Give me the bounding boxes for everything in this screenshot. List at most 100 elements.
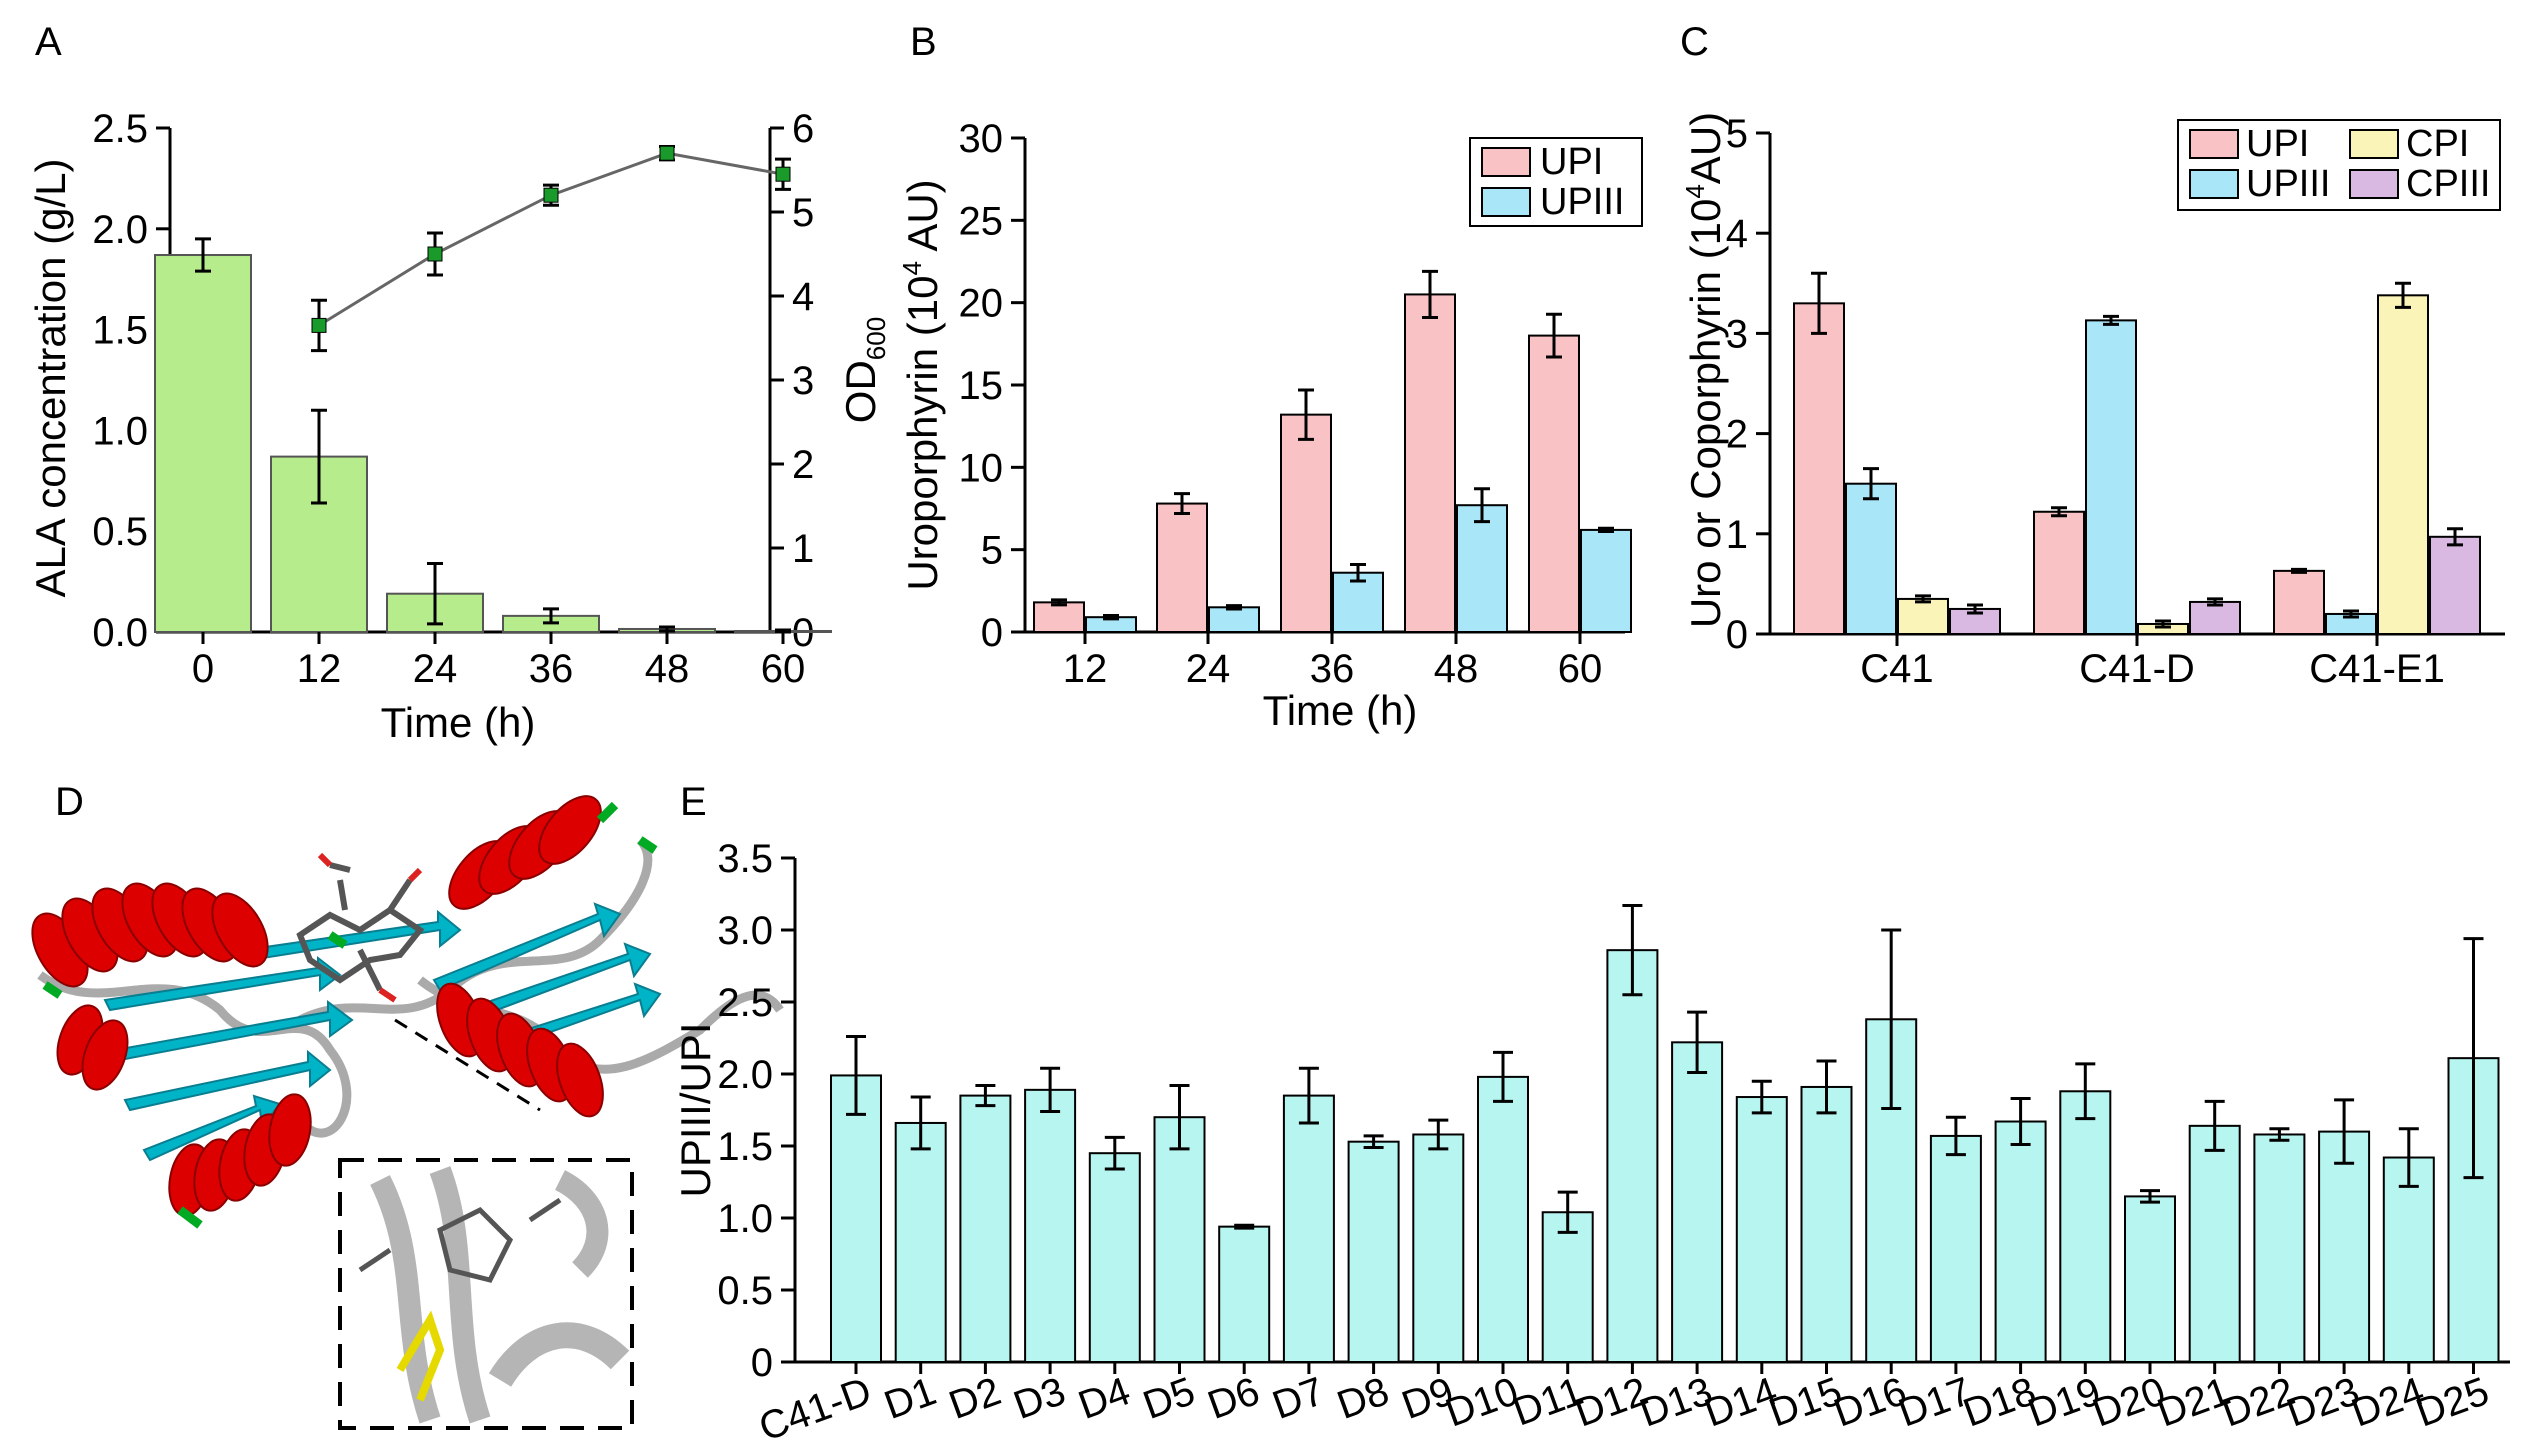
chart-e-bar-error (1428, 1118, 1449, 1151)
legend-b-upiii-swatch (1481, 187, 1531, 217)
chart-e-bar (1218, 1225, 1271, 1364)
chart-b-bar-upi (1156, 502, 1208, 633)
chart-b-bar-upiii (1580, 528, 1632, 634)
chart-e-bar-error (1557, 1190, 1578, 1234)
chart-a-x-tick-label: 48 (645, 647, 690, 691)
chart-b-xlabel: Time (h) (1263, 687, 1418, 734)
chart-c-bar-error (1811, 271, 1827, 335)
chart-a-od-point (775, 166, 791, 182)
chart-e-bar (894, 1121, 947, 1363)
chart-e-bar-error (2140, 1189, 2160, 1204)
chart-e-bar-error (1945, 1115, 1966, 1157)
chart-c-x-tick-label: C41-E1 (2309, 647, 2445, 691)
chart-a-ylabel: ALA concentration (g/L) (27, 159, 74, 598)
chart-e-y-tick-label: 1.5 (717, 1125, 773, 1169)
chart-e-bar-error (975, 1084, 996, 1108)
chart-b-x-tick-label: 24 (1186, 647, 1231, 691)
chart-b-y-tick-label: 10 (959, 446, 1004, 490)
chart-a-y-right-tick-label: 3 (792, 359, 814, 403)
chart-e-bar (1282, 1094, 1335, 1363)
chart-e-ylabel: UPIII/UPI (672, 1022, 719, 1197)
chart-e-bar (2124, 1195, 2176, 1364)
chart-e-y-tick-label: 2.0 (717, 1053, 773, 1097)
chart-a-x-tick-label: 0 (192, 647, 214, 691)
chart-c-legend: UPI UPIII CPI CPIII (2177, 119, 2501, 211)
chart-b-y-tick-label: 30 (959, 117, 1004, 161)
chart-e-bar (1541, 1211, 1594, 1363)
chart-e-bar-error (2334, 1098, 2355, 1165)
chart-c-bar-error (2155, 619, 2171, 629)
chart-e-bar-error (2463, 937, 2484, 1180)
chart-a-od-point (659, 145, 675, 161)
legend-c-upi-swatch (2189, 129, 2239, 159)
chart-a-bar-error (427, 561, 443, 626)
chart-c-y-tick-label: 1 (1726, 513, 1748, 557)
chart-e-bar (2253, 1133, 2306, 1363)
chart-b-bar-error (1226, 604, 1242, 611)
chart-e-bar (830, 1074, 882, 1363)
chart-e-y-tick-label: 1.0 (717, 1197, 773, 1241)
chart-e-bar (1735, 1096, 1788, 1364)
legend-c-upiii-swatch (2189, 169, 2239, 199)
chart-a: 0.00.51.01.52.02.5012345601224364860 Tim… (27, 107, 891, 746)
chart-c-y-tick-label: 0 (1726, 613, 1748, 657)
chart-e-bar-error (2398, 1127, 2419, 1188)
chart-e-y-tick-label: 3.5 (717, 837, 773, 881)
chart-b-bar-error (1298, 388, 1314, 441)
chart-e-y-tick-label: 3.0 (717, 909, 773, 953)
chart-a-y-tick-label: 2.0 (92, 208, 148, 252)
legend-c-cpiii-label: CPIII (2406, 163, 2490, 205)
chart-e-bar-error (1363, 1134, 1384, 1149)
chart-c-bar-error (2395, 281, 2411, 309)
chart-b-y-tick-label: 15 (959, 364, 1004, 408)
chart-e-bar-error (1298, 1066, 1319, 1125)
chart-e-x-tick-label: D7 (1267, 1369, 1330, 1428)
chart-c-y-tick-label: 5 (1726, 112, 1748, 156)
chart-a-bar (154, 254, 252, 633)
chart-c-bar-error (2207, 597, 2223, 607)
panel-label-c: C (1680, 20, 1709, 64)
chart-e-bar-error (2269, 1127, 2290, 1142)
legend-c-cpiii-swatch (2349, 169, 2399, 199)
chart-a-od-point (311, 317, 327, 333)
chart-a-ylabel-right: OD600 (837, 317, 891, 423)
chart-e-bar (1412, 1133, 1465, 1363)
chart-c: 0 1 2 3 4 5 C41 C41-D C41-E1 Uro or Coporphyrin … (1680, 112, 2505, 691)
chart-e-bar-error (1234, 1223, 1255, 1230)
legend-b-upi-swatch (1481, 147, 1531, 177)
panel-label-e: E (680, 780, 707, 824)
chart-e-bar-error (1816, 1059, 1837, 1115)
panel-label-d: D (55, 780, 84, 824)
chart-c-y-tick-label: 2 (1726, 413, 1748, 457)
chart-a-y-right-tick-label: 6 (792, 107, 814, 151)
chart-b-bar-upi (1528, 334, 1580, 633)
chart-c-y-tick-label: 3 (1726, 312, 1748, 356)
turns (42, 801, 658, 1229)
chart-b-bar-error (1174, 492, 1190, 515)
chart-b-bar-upi (1280, 413, 1332, 634)
chart-b-bar-upi (1404, 293, 1456, 633)
chart-e-bar-error (1104, 1135, 1125, 1171)
chart-b-bar-error (1051, 598, 1067, 607)
chart-e-bar (2318, 1130, 2371, 1363)
chart-e-bar (1024, 1088, 1077, 1363)
panel-label-a: A (35, 20, 62, 64)
chart-a-bar-error (195, 237, 211, 273)
chart-b-bar-upi (1033, 601, 1085, 633)
chart-c-x-tick-label: C41-D (2079, 647, 2195, 691)
legend-c-upi-label: UPI (2246, 123, 2309, 165)
chart-e-y-tick-label: 0.5 (717, 1269, 773, 1313)
chart-a-bar-error (775, 628, 791, 634)
chart-c-bar-error (1915, 594, 1931, 604)
chart-e-bar (1477, 1075, 1529, 1363)
chart-c-bar-upiii (2085, 319, 2137, 635)
legend-c-upiii-label: UPIII (2246, 163, 2330, 205)
chart-a-x-tick-label: 36 (529, 647, 574, 691)
chart-c-bar-error (2051, 506, 2067, 518)
chart-a-y-right-tick-label: 5 (792, 191, 814, 235)
chart-a-x-tick-label: 60 (761, 647, 806, 691)
chart-b-y-tick-label: 20 (959, 282, 1004, 326)
chart-e-bar (1800, 1085, 1853, 1363)
